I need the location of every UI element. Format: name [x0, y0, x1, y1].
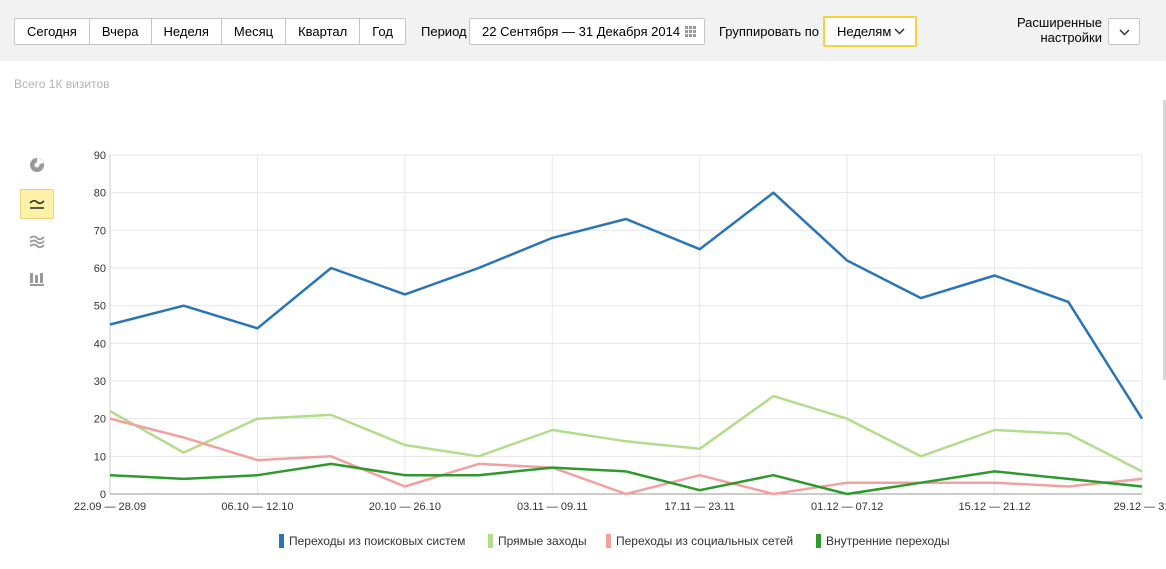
calendar-icon[interactable] — [685, 26, 696, 37]
legend-swatch — [816, 534, 821, 548]
range-button-quarter[interactable]: Квартал — [286, 18, 361, 45]
area-chart-icon — [29, 235, 45, 249]
x-tick-label: 01.12 — 07.12 — [811, 501, 883, 513]
period-value: 22 Сентября — 31 Декабря 2014 — [482, 24, 681, 39]
y-tick-label: 80 — [94, 188, 106, 200]
y-tick-label: 90 — [94, 150, 106, 162]
legend-swatch — [279, 534, 284, 548]
x-tick-label: 15.12 — 21.12 — [958, 501, 1030, 513]
date-range-buttons: Сегодня Вчера Неделя Месяц Квартал Год — [14, 18, 406, 45]
range-button-year[interactable]: Год — [360, 18, 406, 45]
series-line — [109, 462, 1143, 496]
legend-item-direct[interactable]: Прямые заходы — [488, 532, 587, 550]
legend-item-social[interactable]: Переходы из социальных сетей — [606, 532, 793, 550]
y-tick-label: 50 — [94, 301, 106, 313]
legend-swatch — [606, 534, 611, 548]
advanced-settings-label-line2: настройки — [1040, 30, 1102, 45]
advanced-settings-label-line1: Расширенные — [1016, 15, 1102, 30]
legend-item-search[interactable]: Переходы из поисковых систем — [279, 532, 465, 550]
view-pie[interactable] — [20, 150, 54, 180]
legend-label: Переходы из социальных сетей — [616, 534, 794, 548]
legend-label: Прямые заходы — [498, 534, 587, 548]
legend-label: Внутренние переходы — [826, 534, 950, 548]
line-chart: 0 10 20 30 40 50 60 70 80 90 22.09 — 28.09 06.10 — … — [74, 150, 1166, 513]
view-line[interactable] — [20, 189, 54, 219]
y-tick-label: 0 — [100, 489, 106, 501]
view-bar[interactable] — [20, 264, 54, 294]
group-by-select[interactable]: Неделям — [823, 16, 917, 47]
range-button-month[interactable]: Месяц — [221, 18, 287, 45]
legend-swatch — [488, 534, 493, 548]
y-tick-label: 40 — [94, 338, 106, 350]
y-tick-label: 70 — [94, 225, 106, 237]
y-tick-label: 10 — [94, 451, 106, 463]
chevron-down-icon — [894, 28, 905, 35]
view-area[interactable] — [20, 227, 54, 257]
x-tick-label: 20.10 — 26.10 — [369, 501, 441, 513]
range-button-yesterday[interactable]: Вчера — [89, 18, 152, 45]
legend-label: Переходы из поисковых систем — [289, 534, 466, 548]
line-chart-icon — [29, 199, 45, 209]
toolbar: Сегодня Вчера Неделя Месяц Квартал Год П… — [0, 0, 1166, 61]
pie-chart-icon — [30, 158, 44, 172]
x-tick-label: 29.12 — 31 — [1114, 501, 1166, 513]
x-tick-label: 17.11 — 23.11 — [664, 501, 735, 513]
x-tick-label: 22.09 — 28.09 — [74, 501, 146, 513]
chevron-down-icon — [1119, 29, 1130, 36]
advanced-settings-button[interactable] — [1108, 18, 1140, 45]
range-button-today[interactable]: Сегодня — [14, 18, 90, 45]
series-line — [109, 417, 1143, 496]
group-by-value: Неделям — [837, 24, 892, 39]
y-tick-label: 30 — [94, 376, 106, 388]
series-line — [109, 191, 1144, 420]
group-by-label: Группировать по — [719, 24, 820, 39]
period-input[interactable]: 22 Сентября — 31 Декабря 2014 — [469, 18, 705, 45]
x-tick-label: 06.10 — 12.10 — [221, 501, 293, 513]
legend-item-internal[interactable]: Внутренние переходы — [816, 532, 950, 550]
chart-legend: Переходы из поисковых систем Прямые захо… — [0, 532, 1166, 550]
advanced-settings-label: Расширенные настройки — [1002, 15, 1102, 45]
total-visits: Всего 1К визитов — [14, 77, 110, 91]
range-button-week[interactable]: Неделя — [151, 18, 222, 45]
y-tick-label: 60 — [94, 263, 106, 275]
series-line — [109, 394, 1143, 473]
x-tick-label: 03.11 — 09.11 — [517, 501, 588, 513]
scrollbar[interactable] — [1163, 100, 1166, 380]
y-tick-label: 20 — [94, 414, 106, 426]
bar-chart-icon — [30, 273, 44, 286]
period-label: Период — [421, 24, 467, 39]
